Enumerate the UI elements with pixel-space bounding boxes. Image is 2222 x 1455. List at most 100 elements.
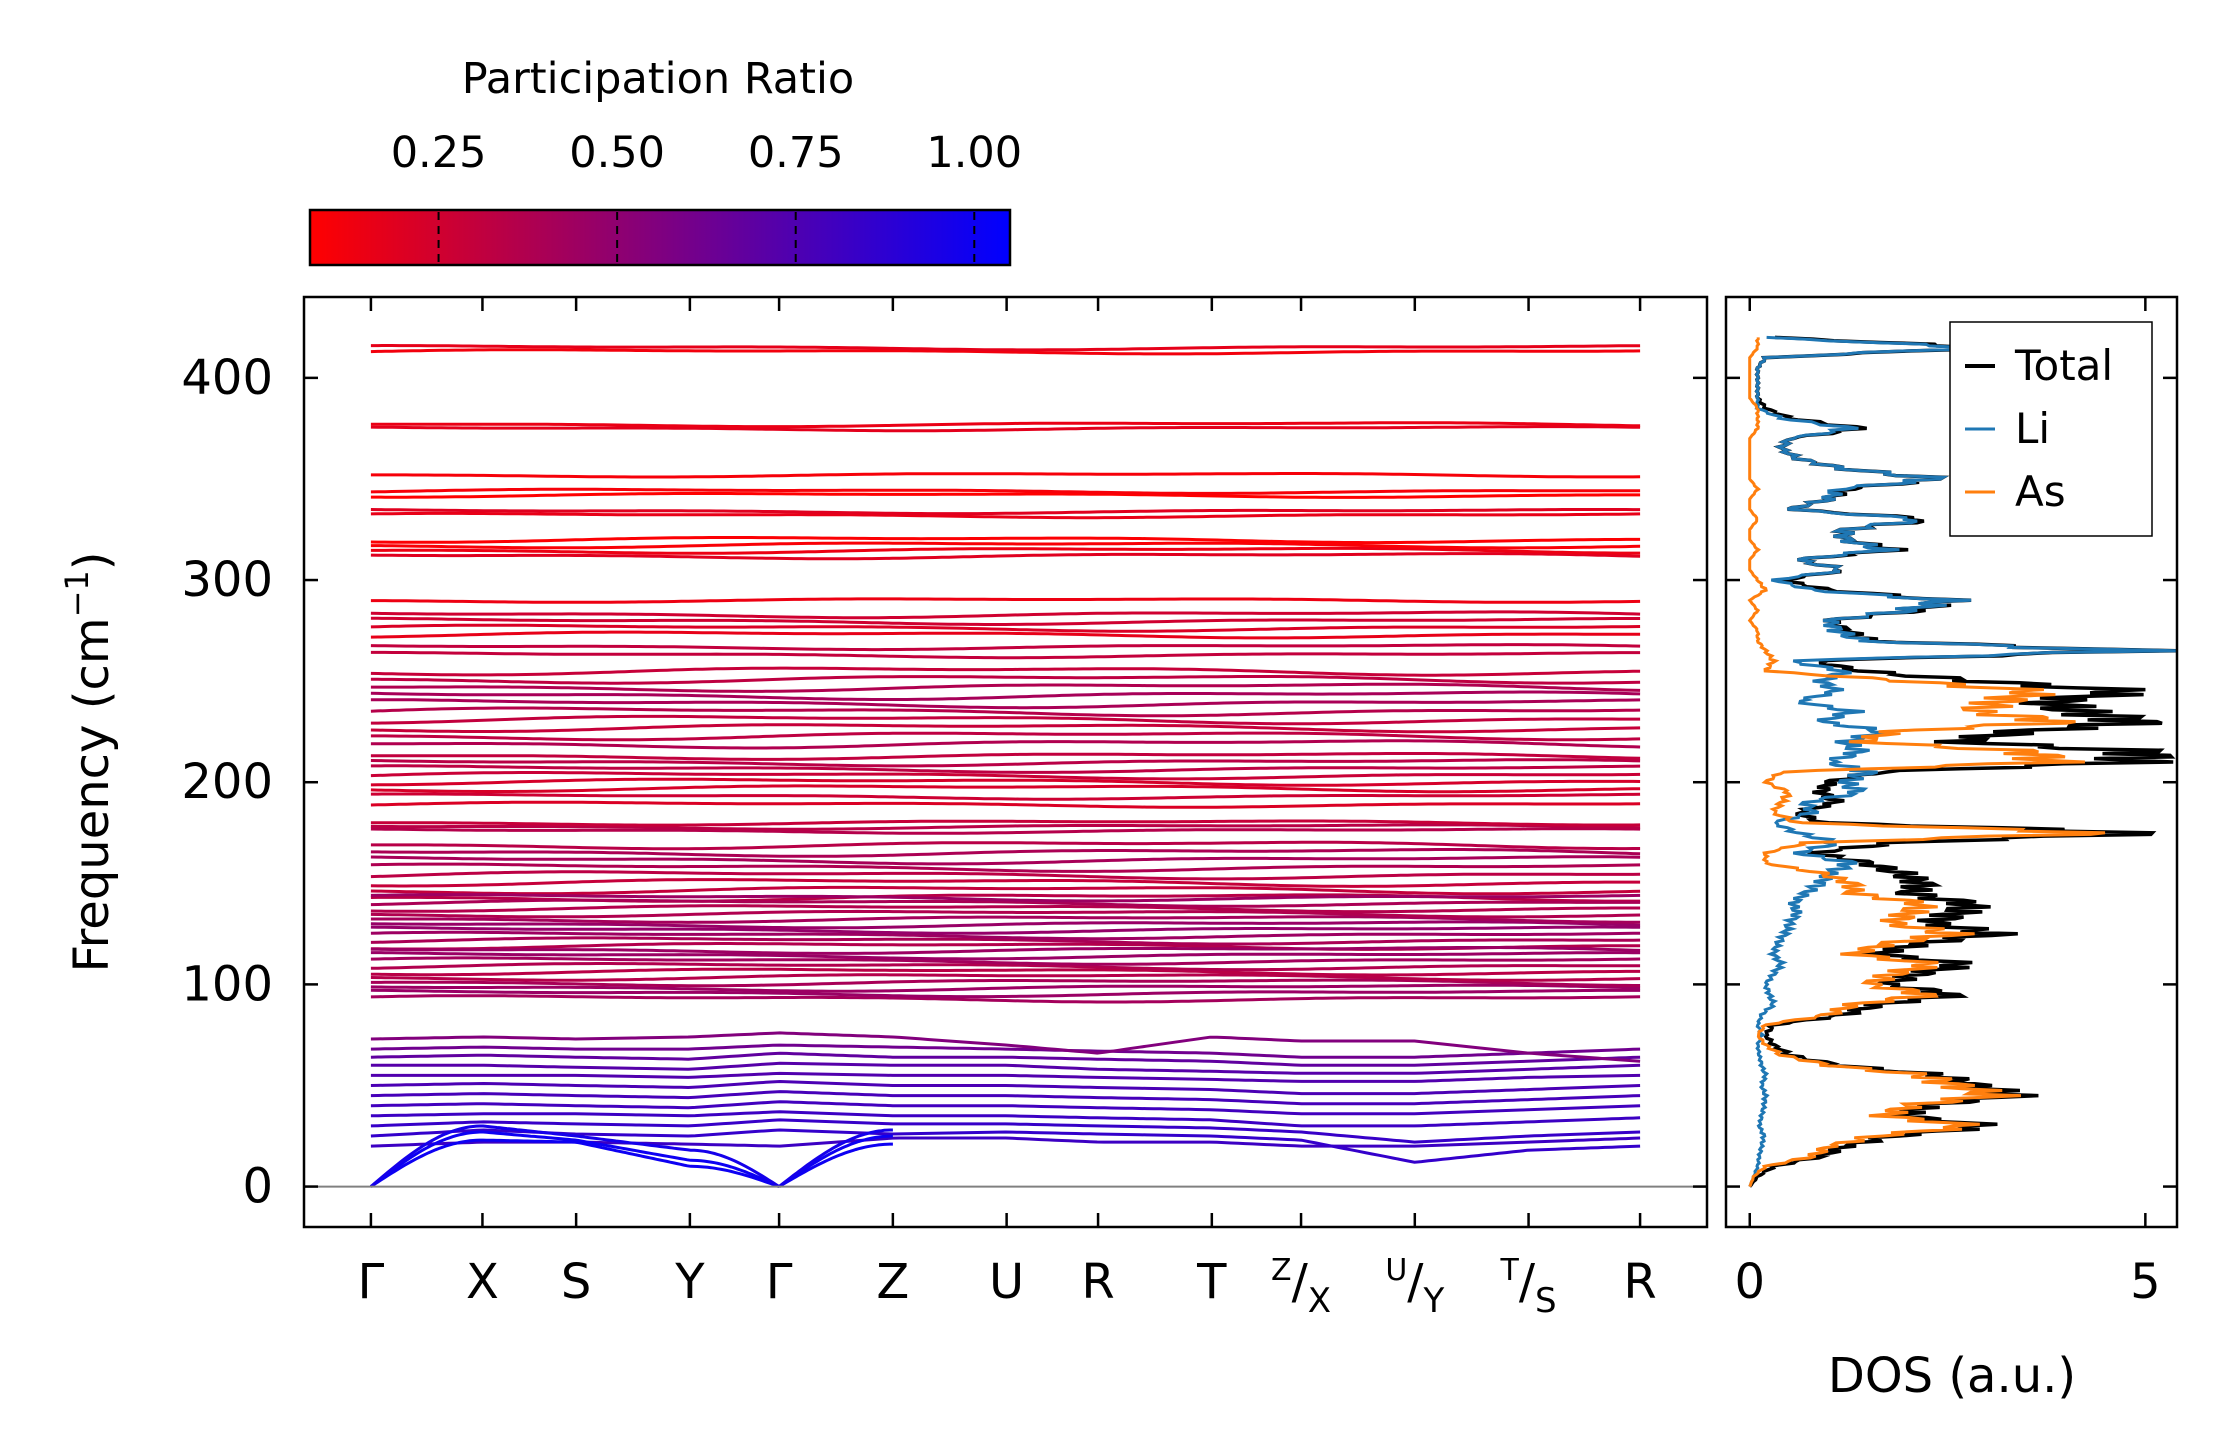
band-line xyxy=(370,862,1641,873)
band-line xyxy=(370,878,1641,888)
band-line xyxy=(370,344,1641,352)
y-axis-label-main: Frequency (cm xyxy=(64,617,120,972)
band-line xyxy=(370,827,1641,835)
y-axis-label-end: ) xyxy=(64,551,120,570)
acoustic-band-line xyxy=(370,1138,893,1189)
band-line xyxy=(370,983,1641,993)
y-tick-label: 300 xyxy=(181,552,273,608)
colorbar-tick-label: 0.50 xyxy=(569,128,665,178)
band-line xyxy=(370,714,1641,726)
band-line xyxy=(370,967,1641,977)
k-point-label: Z xyxy=(876,1254,909,1310)
k-point-label: T/S xyxy=(1500,1253,1557,1321)
legend: Total Li As xyxy=(1949,321,2153,537)
band-line xyxy=(370,425,1641,433)
band-line xyxy=(370,666,1641,677)
dos-panel: 0 5 DOS (a.u.) Total Li As xyxy=(1724,295,2179,1404)
band-line xyxy=(370,675,1641,685)
band-line xyxy=(370,771,1641,781)
band-line xyxy=(370,936,1641,946)
band-line xyxy=(370,472,1641,479)
dos-line-as xyxy=(1747,337,2106,1188)
y-tick-label: 0 xyxy=(242,1159,273,1215)
band-line xyxy=(370,597,1641,604)
dos-x-label: DOS (a.u.) xyxy=(1828,1348,2076,1404)
legend-total-label: Total xyxy=(2014,341,2113,390)
band-line xyxy=(370,951,1641,961)
band-line xyxy=(370,682,1641,693)
legend-as-label: As xyxy=(2015,467,2066,516)
band-line xyxy=(370,1079,1641,1096)
band-line xyxy=(370,962,1641,972)
band-line xyxy=(370,819,1641,827)
band-line xyxy=(370,870,1641,881)
band-line xyxy=(370,792,1641,801)
y-tick-label: 400 xyxy=(181,350,273,406)
dos-x-tick-label: 5 xyxy=(2130,1254,2161,1310)
band-line xyxy=(370,1090,1641,1106)
band-line xyxy=(370,739,1641,750)
band-line xyxy=(370,541,1641,550)
band-line xyxy=(370,840,1641,851)
band-line xyxy=(370,848,1641,858)
dos-axes-frame xyxy=(1724,295,2179,1229)
colorbar-gradient xyxy=(308,208,1012,267)
band-line xyxy=(370,623,1641,633)
k-point-label: R xyxy=(1081,1254,1114,1310)
band-line xyxy=(370,956,1641,966)
band-line xyxy=(370,650,1641,660)
band-line xyxy=(370,978,1641,988)
k-point-label: X xyxy=(466,1254,499,1310)
colorbar-tick-label: 1.00 xyxy=(926,128,1022,178)
band-line xyxy=(370,536,1641,545)
k-point-label: R xyxy=(1623,1254,1656,1310)
colorbar: Participation Ratio 0.25 0.50 0.75 1.00 xyxy=(308,54,1022,267)
band-structure-panel: 0 100 200 300 400 Γ X S Y Γ Z U R T Z/X U/Y T/S R Frequen… xyxy=(58,295,1709,1321)
k-point-label: Γ xyxy=(766,1254,793,1310)
y-axis-label-sup: −1 xyxy=(58,570,96,617)
y-tick-label: 200 xyxy=(181,754,273,810)
band-line xyxy=(370,690,1641,701)
band-line xyxy=(370,610,1641,620)
band-line xyxy=(370,988,1641,999)
band-line xyxy=(370,909,1641,919)
band-line xyxy=(370,706,1641,718)
band-line xyxy=(370,885,1641,896)
band-line xyxy=(370,1128,1641,1164)
band-line xyxy=(370,1043,1641,1059)
band-line xyxy=(370,994,1641,1004)
band-line xyxy=(370,904,1641,914)
k-point-label: T xyxy=(1196,1254,1227,1310)
band-line xyxy=(370,1071,1641,1083)
band-line xyxy=(370,764,1641,774)
colorbar-title: Participation Ratio xyxy=(462,54,855,104)
band-line xyxy=(370,348,1641,356)
dos-curves xyxy=(1747,335,2177,1188)
colorbar-tick-label: 0.75 xyxy=(748,128,844,178)
band-line xyxy=(370,800,1641,809)
dos-line-li xyxy=(1748,335,2177,1188)
band-line xyxy=(370,552,1641,561)
legend-li-label: Li xyxy=(2015,404,2050,453)
band-line xyxy=(370,616,1641,626)
band-line xyxy=(370,421,1641,429)
acoustic-band-line xyxy=(369,1124,893,1188)
band-line xyxy=(370,946,1641,955)
k-point-label: Y xyxy=(674,1254,705,1310)
band-line xyxy=(370,630,1641,640)
band-line xyxy=(370,930,1641,941)
band-line xyxy=(370,920,1641,930)
band-line xyxy=(370,1110,1641,1128)
band-line xyxy=(370,1061,1641,1075)
phonon-bands xyxy=(369,344,1641,1189)
band-line xyxy=(370,698,1641,710)
band-line xyxy=(370,915,1641,924)
band-line xyxy=(370,731,1641,742)
band-line xyxy=(370,1100,1641,1116)
band-line xyxy=(370,893,1641,903)
dos-x-tick-label: 0 xyxy=(1734,1254,1765,1310)
band-line xyxy=(370,784,1641,794)
k-point-label: U xyxy=(989,1254,1024,1310)
band-line xyxy=(370,492,1641,499)
band-line xyxy=(370,973,1641,982)
